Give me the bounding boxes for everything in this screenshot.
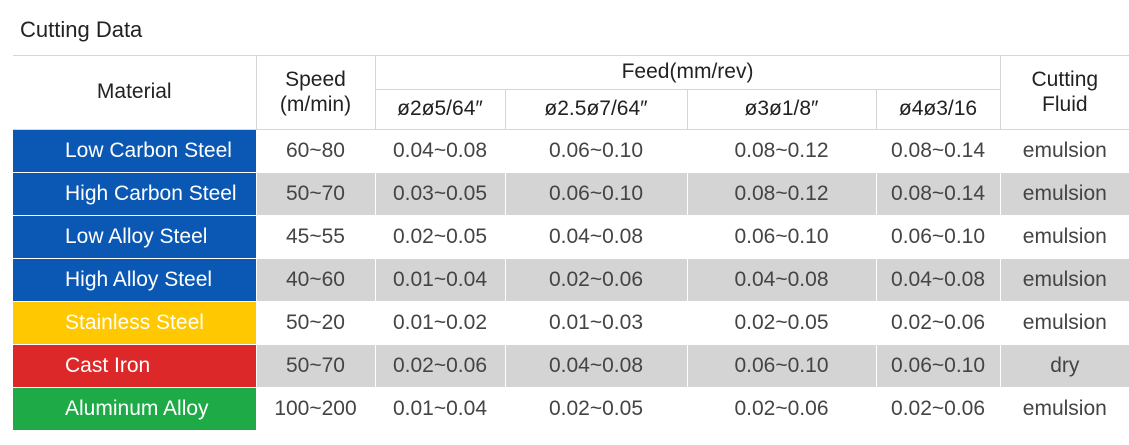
feed-cell: 0.02~0.05 xyxy=(504,387,688,431)
feed-cell: 0.02~0.06 xyxy=(374,344,506,388)
header-feed-size: ø2.5ø7/64″ xyxy=(504,89,688,130)
speed-cell: 100~200 xyxy=(255,387,376,431)
table-row: Stainless Steel 50~20 0.01~0.02 0.01~0.03 0.… xyxy=(13,301,1129,345)
feed-cell: 0.04~0.08 xyxy=(504,344,688,388)
feed-cell: 0.04~0.08 xyxy=(686,258,877,302)
fluid-cell: emulsion xyxy=(999,301,1129,345)
header-speed-text: Speed (m/min) xyxy=(279,68,352,116)
table-row: Low Alloy Steel 45~55 0.02~0.05 0.04~0.08 0.… xyxy=(13,215,1129,259)
header-cutting-fluid: Cutting Fluid xyxy=(999,55,1129,130)
fluid-cell: emulsion xyxy=(999,215,1129,259)
cutting-data-table: Material Speed (m/min) Feed(mm/rev) Cutt… xyxy=(13,55,1129,431)
feed-cell: 0.03~0.05 xyxy=(374,172,506,216)
material-cell: Low Alloy Steel xyxy=(13,215,257,259)
feed-cell: 0.04~0.08 xyxy=(504,215,688,259)
feed-cell: 0.06~0.10 xyxy=(875,344,1001,388)
feed-cell: 0.02~0.06 xyxy=(875,301,1001,345)
feed-cell: 0.04~0.08 xyxy=(875,258,1001,302)
feed-cell: 0.04~0.08 xyxy=(374,129,506,173)
table-row: High Alloy Steel 40~60 0.01~0.04 0.02~0.06 0… xyxy=(13,258,1129,302)
fluid-cell: dry xyxy=(999,344,1129,388)
feed-cell: 0.02~0.06 xyxy=(875,387,1001,431)
fluid-cell: emulsion xyxy=(999,129,1129,173)
feed-cell: 0.02~0.06 xyxy=(504,258,688,302)
table-row: Low Carbon Steel 60~80 0.04~0.08 0.06~0.10 0… xyxy=(13,129,1129,173)
feed-cell: 0.06~0.10 xyxy=(686,215,877,259)
material-cell: Cast Iron xyxy=(13,344,257,388)
feed-cell: 0.06~0.10 xyxy=(504,172,688,216)
header-feed-size: ø4ø3/16 xyxy=(875,89,1001,130)
material-cell: Low Carbon Steel xyxy=(13,129,257,173)
header-speed: Speed (m/min) xyxy=(255,55,376,130)
fluid-cell: emulsion xyxy=(999,387,1129,431)
feed-cell: 0.01~0.04 xyxy=(374,387,506,431)
speed-cell: 50~70 xyxy=(255,344,376,388)
speed-cell: 50~70 xyxy=(255,172,376,216)
material-cell: High Carbon Steel xyxy=(13,172,257,216)
fluid-cell: emulsion xyxy=(999,172,1129,216)
header-fluid-text: Cutting Fluid xyxy=(1031,68,1099,116)
header-material: Material xyxy=(13,55,257,130)
table-row: Aluminum Alloy 100~200 0.01~0.04 0.02~0.05 0… xyxy=(13,387,1129,431)
feed-cell: 0.01~0.03 xyxy=(504,301,688,345)
feed-cell: 0.08~0.12 xyxy=(686,129,877,173)
feed-cell: 0.01~0.02 xyxy=(374,301,506,345)
feed-cell: 0.08~0.12 xyxy=(686,172,877,216)
speed-cell: 50~20 xyxy=(255,301,376,345)
feed-cell: 0.02~0.05 xyxy=(686,301,877,345)
material-cell: High Alloy Steel xyxy=(13,258,257,302)
page-title: Cutting Data xyxy=(20,17,143,42)
feed-cell: 0.06~0.10 xyxy=(686,344,877,388)
feed-cell: 0.06~0.10 xyxy=(875,215,1001,259)
speed-cell: 45~55 xyxy=(255,215,376,259)
table-row: Cast Iron 50~70 0.02~0.06 0.04~0.08 0.06~0.1… xyxy=(13,344,1129,388)
header-feed: Feed(mm/rev) xyxy=(374,55,1001,90)
fluid-cell: emulsion xyxy=(999,258,1129,302)
feed-cell: 0.08~0.14 xyxy=(875,129,1001,173)
feed-cell: 0.06~0.10 xyxy=(504,129,688,173)
material-cell: Stainless Steel xyxy=(13,301,257,345)
feed-cell: 0.08~0.14 xyxy=(875,172,1001,216)
header-feed-size: ø3ø1/8″ xyxy=(686,89,877,130)
speed-cell: 40~60 xyxy=(255,258,376,302)
feed-cell: 0.02~0.05 xyxy=(374,215,506,259)
material-cell: Aluminum Alloy xyxy=(13,387,257,431)
feed-cell: 0.02~0.06 xyxy=(686,387,877,431)
table-row: High Carbon Steel 50~70 0.03~0.05 0.06~0.10… xyxy=(13,172,1129,216)
feed-cell: 0.01~0.04 xyxy=(374,258,506,302)
header-feed-size: ø2ø5/64″ xyxy=(374,89,506,130)
speed-cell: 60~80 xyxy=(255,129,376,173)
